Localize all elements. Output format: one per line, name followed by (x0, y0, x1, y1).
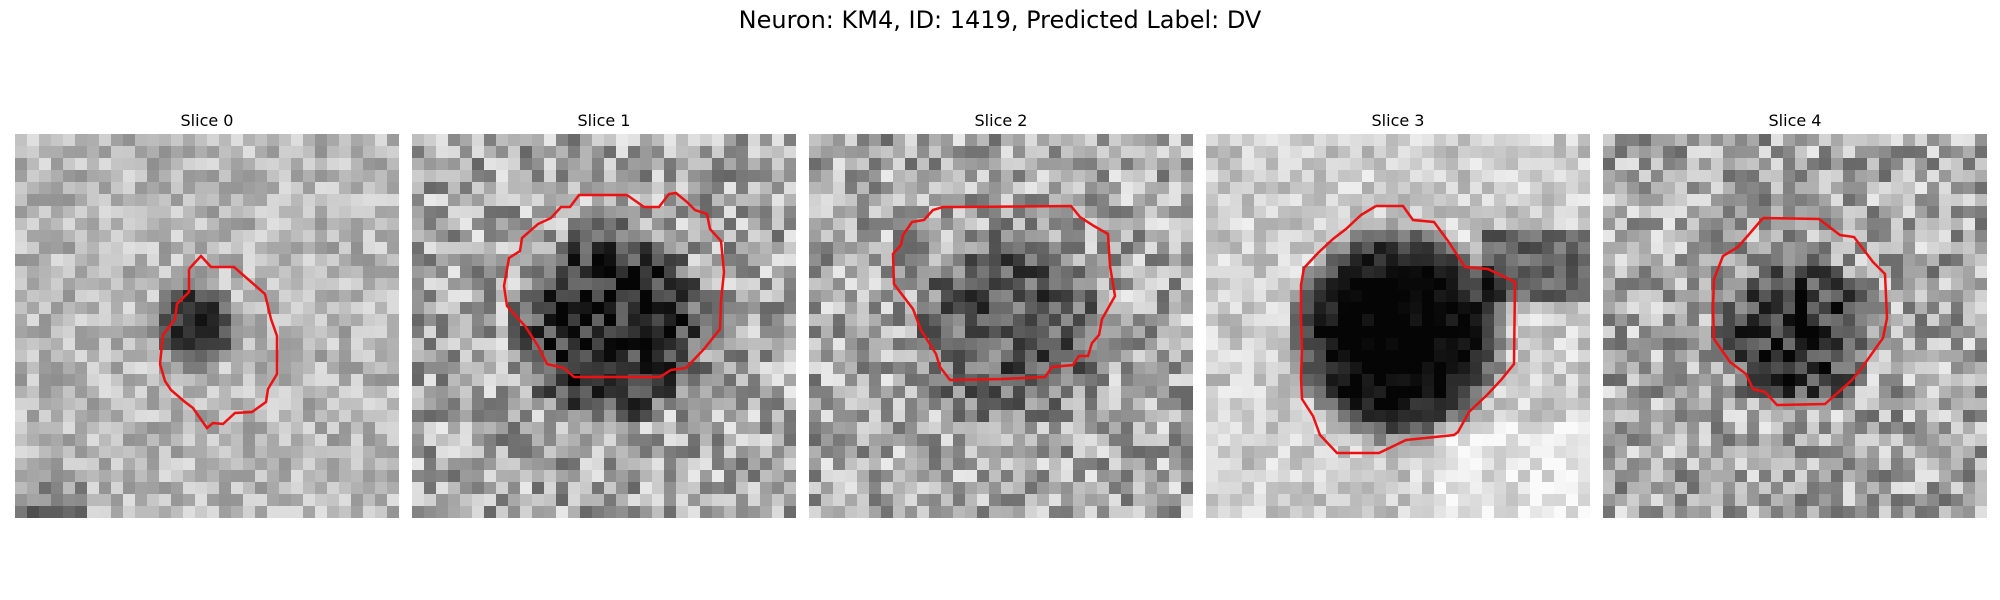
slice-title: Slice 1 (577, 111, 631, 130)
slice-image (412, 134, 796, 518)
cell-contour (1299, 204, 1517, 455)
cell-contour (891, 204, 1117, 382)
slice-image (1603, 134, 1987, 518)
slice-panel-3: Slice 3 (1206, 108, 1590, 518)
slice-2-canvas (809, 134, 1193, 518)
slice-title: Slice 0 (180, 111, 234, 130)
slice-image (809, 134, 1193, 518)
slice-4-canvas (1603, 134, 1987, 518)
slice-0-canvas (15, 134, 399, 518)
slice-panel-1: Slice 1 (412, 108, 796, 518)
slice-title: Slice 4 (1768, 111, 1822, 130)
figure-title: Neuron: KM4, ID: 1419, Predicted Label: … (738, 6, 1262, 34)
cell-contour (502, 191, 726, 379)
slice-title: Slice 3 (1371, 111, 1425, 130)
slice-image (1206, 134, 1590, 518)
cell-contour (158, 254, 279, 430)
slice-panel-0: Slice 0 (15, 108, 399, 518)
slice-1-canvas (412, 134, 796, 518)
slice-panel-4: Slice 4 (1603, 108, 1987, 518)
slice-3-canvas (1206, 134, 1590, 518)
slice-panel-2: Slice 2 (809, 108, 1193, 518)
slice-image (15, 134, 399, 518)
slice-title: Slice 2 (974, 111, 1028, 130)
cell-contour (1711, 216, 1889, 407)
